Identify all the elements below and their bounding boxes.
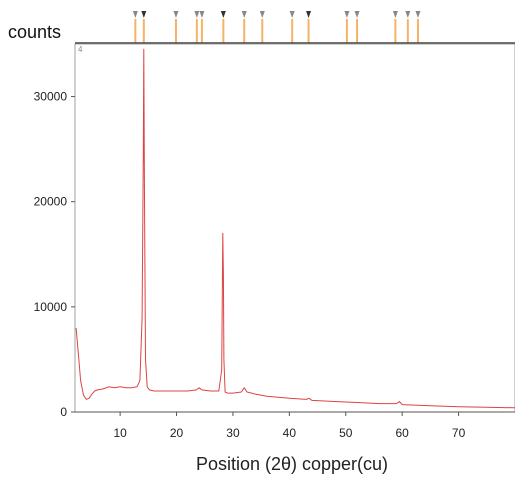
diffraction-pattern-line bbox=[75, 48, 515, 409]
y-axis-ticks: 0 10000 20000 30000 bbox=[34, 90, 75, 419]
x-tick-label: 30 bbox=[226, 426, 240, 440]
y-tick-label: 0 bbox=[60, 405, 67, 419]
x-axis-ticks: 10 20 30 40 50 60 70 bbox=[113, 412, 466, 440]
reference-peak-marker bbox=[259, 11, 265, 43]
x-tick-label: 50 bbox=[339, 426, 353, 440]
x-tick-label: 40 bbox=[283, 426, 297, 440]
y-tick-label: 10000 bbox=[34, 300, 68, 314]
reference-peak-marker bbox=[354, 11, 360, 43]
reference-peak-marker bbox=[173, 11, 179, 43]
y-tick-label: 20000 bbox=[34, 195, 68, 209]
reference-peak-marker bbox=[289, 11, 295, 43]
reference-peak-marker bbox=[132, 11, 138, 43]
reference-peak-marker bbox=[194, 11, 200, 43]
reference-peak-marker bbox=[199, 11, 205, 43]
reference-peak-marker bbox=[344, 11, 350, 43]
x-tick-label: 60 bbox=[395, 426, 409, 440]
x-tick-label: 20 bbox=[170, 426, 184, 440]
reference-peak-marker bbox=[306, 11, 312, 43]
reference-peak-marker bbox=[405, 11, 411, 43]
counts-label: counts bbox=[8, 22, 61, 42]
x-tick-label: 70 bbox=[452, 426, 466, 440]
reference-peak-markers bbox=[132, 11, 421, 43]
plot-corner-mark: 4 bbox=[78, 45, 83, 54]
reference-peak-marker bbox=[220, 11, 226, 43]
x-tick-label: 10 bbox=[113, 426, 127, 440]
x-axis-title: Position (2θ) copper(cu) bbox=[196, 454, 388, 474]
reference-peak-marker bbox=[241, 11, 247, 43]
reference-peak-marker bbox=[415, 11, 421, 43]
reference-peak-marker bbox=[141, 11, 147, 43]
reference-peak-marker bbox=[392, 11, 398, 43]
y-tick-label: 30000 bbox=[34, 90, 68, 104]
